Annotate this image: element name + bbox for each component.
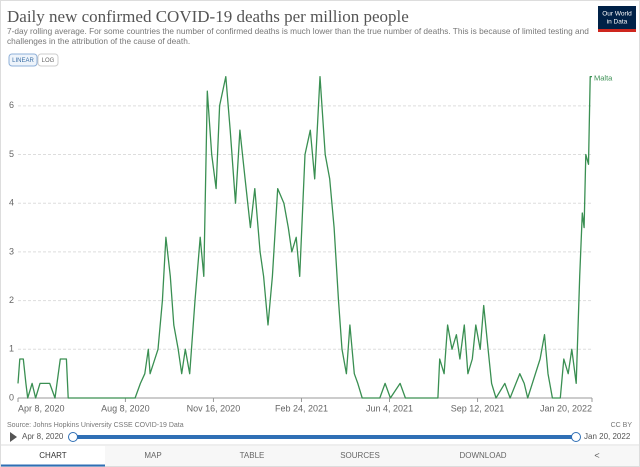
license: CC BY [611, 422, 633, 429]
x-tick-label: Apr 8, 2020 [18, 403, 65, 413]
x-tick-label: Jun 4, 2021 [366, 403, 413, 413]
tab-label[interactable]: TABLE [240, 451, 265, 460]
line-series [17, 75, 592, 399]
button-label: LOG [42, 58, 55, 64]
tab-label[interactable]: MAP [144, 451, 161, 460]
share-icon[interactable]: < [594, 450, 599, 460]
y-tick-label: 6 [9, 100, 14, 110]
play-button[interactable] [10, 432, 17, 442]
y-tick-label: 4 [9, 198, 14, 208]
log-button[interactable] [37, 53, 59, 67]
x-tick-label: Aug 8, 2020 [101, 403, 150, 413]
linear-button[interactable] [8, 53, 38, 67]
subtitle: challenges in the attribution of the cau… [7, 36, 190, 46]
logo-strip [598, 29, 636, 32]
y-tick-label: 2 [9, 295, 14, 305]
tab-active [1, 446, 105, 466]
logo[interactable] [598, 6, 636, 32]
x-tick-label: Sep 12, 2021 [451, 403, 505, 413]
series-label: Malta [594, 74, 613, 83]
x-tick-label: Nov 16, 2020 [187, 403, 241, 413]
y-tick-label: 0 [9, 392, 14, 402]
tab-label[interactable]: DOWNLOAD [459, 451, 506, 460]
source: Source: Johns Hopkins University CSSE CO… [7, 422, 184, 429]
slider-handle[interactable] [571, 432, 581, 442]
plot: 0 1 2 3 4 5 6 Apr 8, 2020 Aug 8, 2020 Nov 16, 202… [9, 74, 613, 414]
x-tick-label: Jan 20, 2022 [540, 403, 592, 413]
y-tick-label: 3 [9, 246, 14, 256]
logo-text: Our World [602, 11, 632, 18]
slider-handle[interactable] [68, 432, 78, 442]
tab-bar [1, 446, 639, 466]
tab-label[interactable]: CHART [39, 451, 67, 460]
subtitle: 7-day rolling average. For some countrie… [7, 26, 589, 36]
y-tick-label: 1 [9, 344, 14, 354]
chart-title: Daily new confirmed COVID-19 deaths per … [7, 7, 409, 26]
slider-end: Jan 20, 2022 [584, 432, 631, 441]
tab-label[interactable]: SOURCES [340, 451, 380, 460]
x-tick-label: Feb 24, 2021 [275, 403, 328, 413]
button-label: LINEAR [12, 58, 34, 64]
slider-start: Apr 8, 2020 [22, 432, 64, 441]
tabs: CHART MAP TABLE SOURCES DOWNLOAD [39, 451, 506, 460]
y-tick-label: 5 [9, 149, 14, 159]
logo-text: in Data [607, 19, 628, 26]
